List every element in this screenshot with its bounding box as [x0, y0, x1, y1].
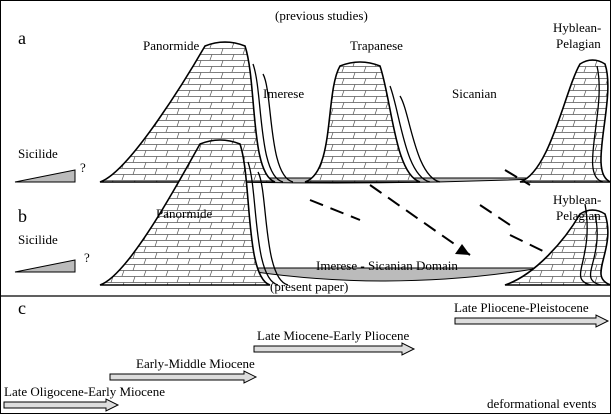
caption: (previous studies): [275, 8, 368, 23]
event-label: Late Oligocene-Early Miocene: [4, 384, 165, 399]
event-arrow: [110, 371, 256, 383]
unit-label: Imerese - Sicanian Domain: [316, 258, 458, 273]
wedge: [15, 260, 75, 272]
panel-letter: a: [18, 28, 26, 48]
unit-label: Hyblean-: [553, 20, 601, 35]
unit-label: ?: [80, 160, 86, 175]
unit-label: Sicanian: [452, 86, 497, 101]
platform: [100, 42, 275, 182]
dashed-arrow: [510, 235, 545, 252]
platform: [305, 62, 420, 182]
event-arrow: [254, 343, 414, 355]
caption: (present paper): [270, 279, 348, 294]
event-arrow: [4, 399, 118, 411]
event-label: Late Pliocene-Pleistocene: [454, 300, 589, 315]
panel-letter: c: [18, 298, 26, 318]
unit-label: Sicilide: [18, 232, 58, 247]
unit-label: Panormide: [143, 38, 200, 53]
unit-label: Panormide: [156, 206, 213, 221]
unit-label: Sicilide: [18, 146, 58, 161]
event-label: Early-Middle Miocene: [136, 356, 255, 371]
unit-label: ?: [84, 250, 90, 265]
cross-sections: [4, 42, 611, 411]
dashed-arrow: [310, 200, 360, 220]
unit-label: Pelagian: [556, 36, 601, 51]
platform: [520, 60, 611, 182]
event-label: Late Miocene-Early Pliocene: [257, 328, 410, 343]
unit-label: Imerese: [263, 86, 304, 101]
footer-label: deformational events: [487, 396, 596, 411]
arrow-head: [455, 244, 470, 255]
event-arrow: [455, 315, 608, 327]
panel-letter: b: [18, 206, 27, 226]
unit-label: Hyblean-: [553, 192, 601, 207]
dashed-arrow: [480, 205, 510, 225]
dashed-arrow: [370, 185, 470, 255]
unit-label: Pelagian: [556, 208, 601, 223]
wedge: [15, 170, 75, 182]
figure: a (previous studies) Sicilide ? Panormid…: [0, 0, 611, 414]
unit-label: Trapanese: [350, 38, 403, 53]
